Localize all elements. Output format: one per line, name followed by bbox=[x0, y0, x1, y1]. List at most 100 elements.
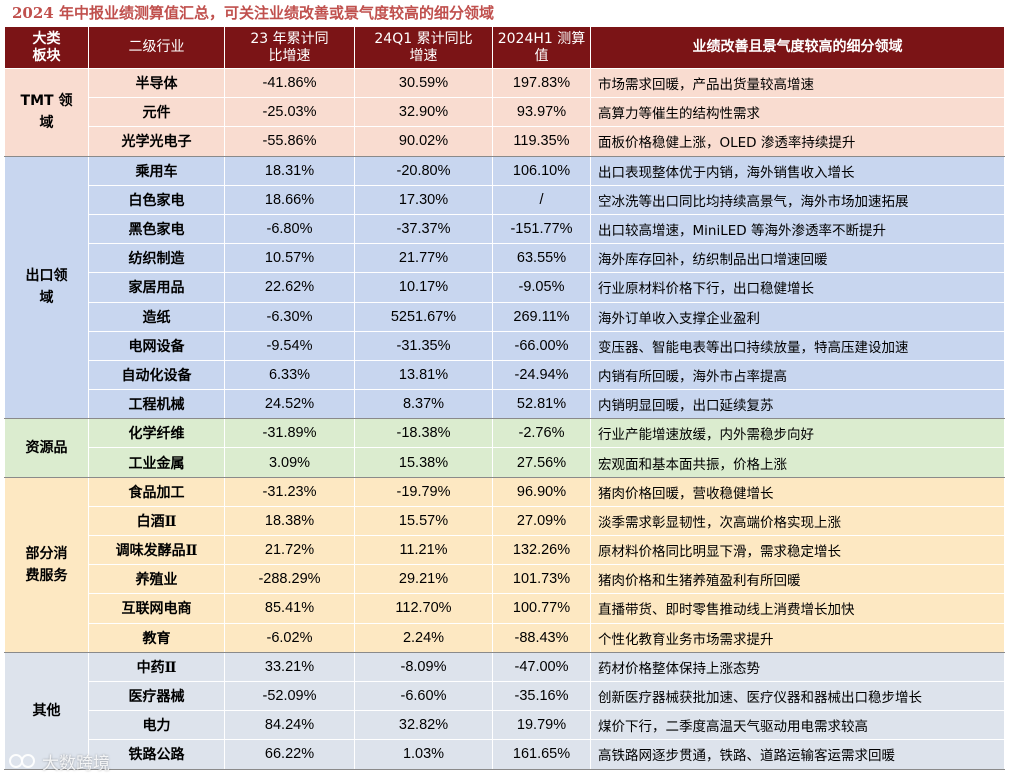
growth-2023-cell: -6.80% bbox=[224, 213, 355, 245]
table-row: 出口领域乘用车 18.31% -20.80% 106.10% 出口表现整体优于内销，海外… bbox=[4, 155, 1005, 420]
growth-2023-cell: 18.31% bbox=[224, 155, 355, 186]
estimate-2024h1-cell: -2.76% bbox=[492, 418, 591, 449]
table-row: 部分消 费服务 食品加工 -31.23% -19.79% 96.90% 猪肉价格回暖，营收稳… bbox=[4, 476, 1005, 653]
growth-24q1-cell: 11.21% bbox=[354, 534, 493, 566]
table-row: 电力 84.24% 32.82% 19.79% 煤价下行，二季度高温天气驱动用电需求较高 bbox=[4, 710, 1005, 741]
table-row: 医疗器械 -52.09% -6.60% -35.16% 创新医疗器械获批加速、医疗仪器和… bbox=[4, 680, 1005, 712]
growth-24q1-cell: -31.35% bbox=[354, 330, 493, 361]
table-row: 互联网电商 85.41% 112.70% 100.77% 直播带货、即时零售推动线上消费… bbox=[4, 593, 1005, 624]
growth-2023-cell: -41.86% bbox=[224, 67, 355, 99]
industry-cell: 纺织制造 bbox=[88, 243, 225, 274]
table-row: 调味发酵品Ⅱ 21.72% 11.21% 132.26% 原材料价格同比明显下滑，需求稳… bbox=[4, 534, 1005, 566]
growth-2023-cell: -31.23% bbox=[224, 476, 355, 507]
sector-group-tmt: TMT 领域 bbox=[4, 68, 89, 157]
sector-group-resource: 资源品 bbox=[4, 418, 89, 478]
industry-cell: 互联网电商 bbox=[88, 593, 225, 624]
data-table: 大类 板块 二级行业 23 年累计同 比增速 24Q1 累计同比 增速 2024… bbox=[4, 26, 1005, 770]
header-growth-2023: 23 年累计同 比增速 bbox=[224, 26, 355, 69]
note-cell: 海外库存回补，纺织制品出口增速回暖 bbox=[590, 243, 1005, 274]
note-cell: 高算力等催生的结构性需求 bbox=[590, 97, 1005, 128]
estimate-2024h1-cell: 27.09% bbox=[492, 505, 591, 537]
growth-24q1-cell: 13.81% bbox=[354, 359, 493, 391]
industry-cell: 养殖业 bbox=[88, 564, 225, 595]
industry-cell: 电网设备 bbox=[88, 330, 225, 361]
estimate-2024h1-cell: 96.90% bbox=[492, 476, 591, 507]
estimate-2024h1-cell: -88.43% bbox=[492, 622, 591, 653]
header-estimate-2024h1: 2024H1 测算 值 bbox=[492, 26, 591, 69]
estimate-2024h1-cell: 27.56% bbox=[492, 447, 591, 478]
table-row: TMT 领域半导体 -41.86% 30.59% 197.83% 市场需求回暖，产品出货… bbox=[4, 67, 1005, 157]
estimate-2024h1-cell: 100.77% bbox=[492, 593, 591, 624]
note-cell: 药材价格整体保持上涨态势 bbox=[590, 651, 1005, 682]
table-row: 光学光电子 -55.86% 90.02% 119.35% 面板价格稳健上涨，OLED 渗… bbox=[4, 126, 1005, 157]
industry-cell: 家居用品 bbox=[88, 272, 225, 303]
table-row: 资源品 化学纤维 -31.89% -18.38% -2.76% 行业产能增速放缓，内外需稳… bbox=[4, 418, 1005, 478]
note-cell: 煤价下行，二季度高温天气驱动用电需求较高 bbox=[590, 710, 1005, 741]
note-cell: 内销有所回暖，海外市占率提高 bbox=[590, 359, 1005, 391]
growth-24q1-cell: 17.30% bbox=[354, 184, 493, 215]
industry-cell: 元件 bbox=[88, 97, 225, 128]
growth-24q1-cell: -20.80% bbox=[354, 155, 493, 186]
industry-cell: 食品加工 bbox=[88, 476, 225, 507]
industry-cell: 化学纤维 bbox=[88, 418, 225, 449]
growth-24q1-cell: 8.37% bbox=[354, 389, 493, 420]
note-cell: 市场需求回暖，产品出货量较高增速 bbox=[590, 67, 1005, 99]
growth-24q1-cell: -8.09% bbox=[354, 651, 493, 682]
growth-24q1-cell: 2.24% bbox=[354, 622, 493, 653]
table-row: 家居用品 22.62% 10.17% -9.05% 行业原材料价格下行，出口稳健增长 bbox=[4, 272, 1005, 303]
estimate-2024h1-cell: 132.26% bbox=[492, 534, 591, 566]
growth-24q1-cell: 30.59% bbox=[354, 67, 493, 99]
note-cell: 原材料价格同比明显下滑，需求稳定增长 bbox=[590, 534, 1005, 566]
industry-cell: 乘用车 bbox=[88, 155, 225, 186]
note-cell: 高铁路网逐步贯通，铁路、道路运输客运需求回暖 bbox=[590, 739, 1005, 770]
industry-cell: 黑色家电 bbox=[88, 213, 225, 245]
growth-24q1-cell: -19.79% bbox=[354, 476, 493, 507]
table-row: 养殖业 -288.29% 29.21% 101.73% 猪肉价格和生猪养殖盈利有所回暖 bbox=[4, 564, 1005, 595]
growth-2023-cell: 21.72% bbox=[224, 534, 355, 566]
table-row: 教育 -6.02% 2.24% -88.43% 个性化教育业务市场需求提升 bbox=[4, 622, 1005, 653]
growth-24q1-cell: 21.77% bbox=[354, 243, 493, 274]
estimate-2024h1-cell: -24.94% bbox=[492, 359, 591, 391]
growth-2023-cell: -31.89% bbox=[224, 418, 355, 449]
industry-cell: 铁路公路 bbox=[88, 739, 225, 770]
note-cell: 创新医疗器械获批加速、医疗仪器和器械出口稳步增长 bbox=[590, 680, 1005, 712]
estimate-2024h1-cell: 161.65% bbox=[492, 739, 591, 770]
growth-2023-cell: 3.09% bbox=[224, 447, 355, 478]
estimate-2024h1-cell: 93.97% bbox=[492, 97, 591, 128]
growth-2023-cell: -9.54% bbox=[224, 330, 355, 361]
table-row: 白酒Ⅱ 18.38% 15.57% 27.09% 淡季需求彰显韧性，次高端价格实现上涨 bbox=[4, 505, 1005, 537]
sector-group-export: 出口领域 bbox=[4, 155, 89, 420]
growth-24q1-cell: 29.21% bbox=[354, 564, 493, 595]
estimate-2024h1-cell: -35.16% bbox=[492, 680, 591, 712]
estimate-2024h1-cell: -66.00% bbox=[492, 330, 591, 361]
growth-2023-cell: -52.09% bbox=[224, 680, 355, 712]
estimate-2024h1-cell: 106.10% bbox=[492, 155, 591, 186]
estimate-2024h1-cell: 269.11% bbox=[492, 301, 591, 332]
table-row: 自动化设备 6.33% 13.81% -24.94% 内销有所回暖，海外市占率提高 bbox=[4, 359, 1005, 391]
sector-group-consumer: 部分消 费服务 bbox=[4, 476, 89, 653]
growth-2023-cell: 18.38% bbox=[224, 505, 355, 537]
watermark-logo-icon bbox=[9, 754, 35, 768]
estimate-2024h1-cell: -47.00% bbox=[492, 651, 591, 682]
table-row: 元件 -25.03% 32.90% 93.97% 高算力等催生的结构性需求 bbox=[4, 97, 1005, 128]
table-row: 工业金属 3.09% 15.38% 27.56% 宏观面和基本面共振，价格上涨 bbox=[4, 447, 1005, 478]
table-row: 其他 中药Ⅱ 33.21% -8.09% -47.00% 药材价格整体保持上涨态势 bbox=[4, 651, 1005, 770]
industry-cell: 半导体 bbox=[88, 67, 225, 99]
growth-2023-cell: 22.62% bbox=[224, 272, 355, 303]
table-row: 铁路公路 66.22% 1.03% 161.65% 高铁路网逐步贯通，铁路、道路运输客运… bbox=[4, 739, 1005, 770]
industry-cell: 电力 bbox=[88, 710, 225, 741]
header-growth-24q1: 24Q1 累计同比 增速 bbox=[354, 26, 493, 69]
estimate-2024h1-cell: 19.79% bbox=[492, 710, 591, 741]
industry-cell: 光学光电子 bbox=[88, 126, 225, 157]
growth-2023-cell: 10.57% bbox=[224, 243, 355, 274]
estimate-2024h1-cell: -151.77% bbox=[492, 213, 591, 245]
estimate-2024h1-cell: -9.05% bbox=[492, 272, 591, 303]
growth-2023-cell: 18.66% bbox=[224, 184, 355, 215]
industry-cell: 教育 bbox=[88, 622, 225, 653]
estimate-2024h1-cell: 52.81% bbox=[492, 389, 591, 420]
growth-24q1-cell: 32.82% bbox=[354, 710, 493, 741]
note-cell: 猪肉价格和生猪养殖盈利有所回暖 bbox=[590, 564, 1005, 595]
industry-cell: 自动化设备 bbox=[88, 359, 225, 391]
note-cell: 内销明显回暖，出口延续复苏 bbox=[590, 389, 1005, 420]
table-header: 大类 板块 二级行业 23 年累计同 比增速 24Q1 累计同比 增速 2024… bbox=[4, 26, 1005, 69]
